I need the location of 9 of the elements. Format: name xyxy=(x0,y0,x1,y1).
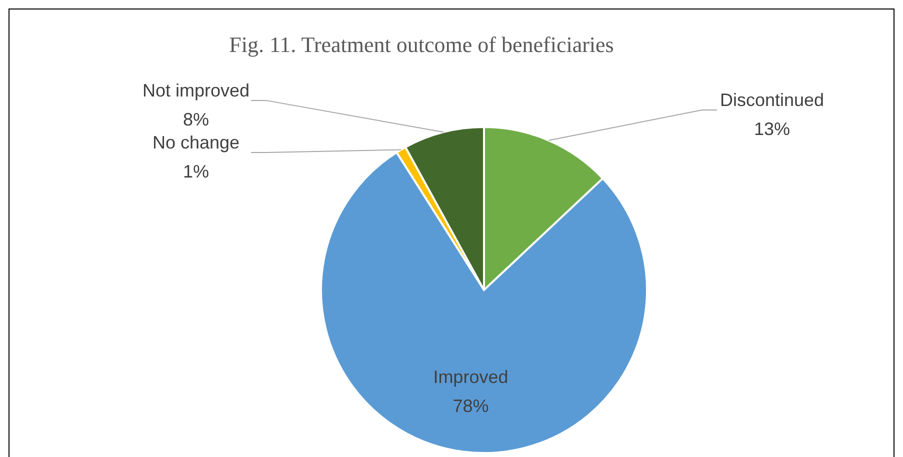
data-label: 13% xyxy=(754,118,790,139)
data-label: 8% xyxy=(182,109,210,130)
chart-title: Fig. 11. Treatment outcome of beneficiaries xyxy=(229,32,614,57)
slice-label: No change xyxy=(152,132,240,152)
slice-label: Improved xyxy=(433,367,508,388)
slice-label: Not improved xyxy=(142,80,250,100)
slice-label: Discontinued xyxy=(720,90,824,110)
data-label: 1% xyxy=(182,161,210,182)
data-label: 78% xyxy=(452,396,489,416)
